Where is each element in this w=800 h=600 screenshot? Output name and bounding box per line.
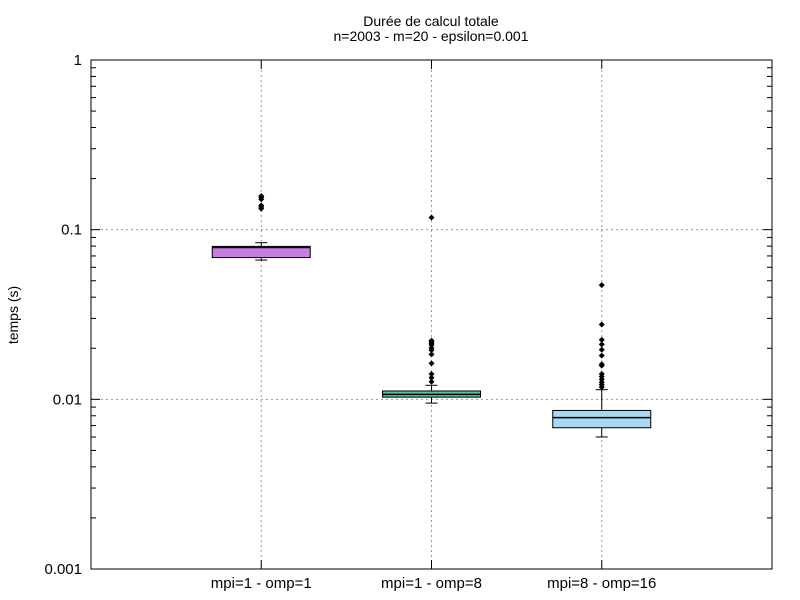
- outlier-point: [598, 341, 605, 348]
- outlier-point: [428, 371, 435, 378]
- chart-title: Durée de calcul totale: [363, 13, 499, 29]
- ticks: 0.001 0.01 0.1 1 mpi=1 - omp=1 mpi=1 - omp=8 m…: [44, 52, 772, 592]
- x-tick-label: mpi=8 - omp=16: [547, 575, 656, 592]
- boxes: [211, 192, 652, 438]
- plot-frame: [90, 59, 773, 570]
- y-tick-label: 0.1: [61, 222, 82, 239]
- y-tick-label: 0.001: [44, 561, 82, 578]
- box-series: [211, 192, 311, 261]
- y-tick-label: 1: [74, 52, 82, 69]
- y-tick-label: 0.01: [53, 391, 82, 408]
- box-series: [552, 282, 652, 438]
- box-iqr: [552, 409, 652, 429]
- outlier-point: [598, 361, 605, 368]
- outlier-point: [428, 374, 435, 381]
- outlier-point: [598, 371, 605, 378]
- outlier-point: [428, 214, 435, 221]
- outlier-point: [598, 321, 605, 328]
- x-tick-label: mpi=1 - omp=8: [381, 575, 482, 592]
- outlier-point: [428, 337, 435, 344]
- grid: [91, 60, 772, 569]
- box-series: [382, 214, 481, 404]
- outlier-point: [428, 351, 435, 358]
- outlier-point: [428, 378, 435, 385]
- box-iqr: [211, 245, 311, 259]
- chart-subtitle: n=2003 - m=20 - epsilon=0.001: [334, 28, 529, 44]
- outlier-point: [598, 346, 605, 353]
- x-tick-label: mpi=1 - omp=1: [211, 575, 312, 592]
- outlier-point: [428, 360, 435, 367]
- outlier-point: [598, 336, 605, 343]
- outlier-point: [598, 352, 605, 359]
- outlier-point: [598, 282, 605, 289]
- outlier-point: [258, 192, 265, 199]
- outlier-point: [258, 202, 265, 209]
- y-axis-label: temps (s): [5, 286, 21, 344]
